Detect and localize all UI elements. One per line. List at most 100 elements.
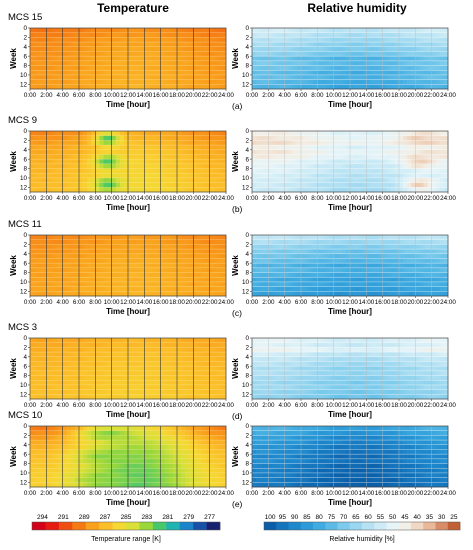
heatmap-cell: [156, 352, 161, 358]
heatmap-cell: [119, 394, 125, 400]
heatmap-cell: [403, 135, 408, 141]
heatmap-cell: [148, 384, 153, 390]
heatmap-cell: [46, 65, 51, 71]
heatmap-cell: [435, 338, 441, 343]
heatmap-cell: [74, 277, 80, 283]
heatmap-cell: [362, 131, 367, 136]
heatmap-cell: [140, 154, 145, 160]
heatmap-cell: [87, 74, 92, 80]
heatmap-cell: [217, 375, 223, 381]
heatmap-cell: [325, 182, 330, 188]
heatmap-cell: [99, 347, 104, 353]
heatmap-cell: [189, 389, 194, 395]
heatmap-cell: [358, 347, 363, 353]
heatmap-cell: [140, 131, 145, 136]
heatmap-cell: [321, 163, 326, 169]
heatmap-cell: [419, 46, 424, 52]
heatmap-cell: [386, 28, 392, 33]
heatmap-cell: [321, 249, 326, 255]
heatmap-cell: [260, 65, 265, 71]
heatmap-cell: [132, 352, 137, 358]
heatmap-cell: [123, 361, 129, 367]
heatmap-cell: [435, 84, 441, 90]
heatmap-cell: [58, 140, 63, 146]
heatmap-cell: [103, 56, 108, 62]
heatmap-cell: [46, 356, 51, 362]
heatmap-cell: [205, 182, 210, 188]
heatmap-cell: [264, 42, 269, 48]
heatmap-cell: [394, 291, 400, 297]
heatmap-cell: [128, 173, 133, 179]
heatmap-cell: [62, 249, 68, 255]
x-tick-label: 24:00: [440, 195, 456, 202]
heatmap-cell: [217, 249, 223, 255]
heatmap-cell: [79, 239, 84, 245]
heatmap-cell: [284, 135, 290, 141]
heatmap-cell: [168, 389, 174, 395]
heatmap-cell: [431, 168, 437, 174]
heatmap-cell: [341, 60, 347, 66]
heatmap-cell: [288, 258, 294, 264]
heatmap-cell: [128, 187, 133, 193]
heatmap-cell: [386, 291, 392, 297]
heatmap-cell: [378, 249, 383, 255]
heatmap-cell: [390, 267, 396, 273]
heatmap-cell: [115, 32, 121, 38]
heatmap-cell: [374, 342, 379, 348]
heatmap-cell: [34, 267, 39, 273]
heatmap-cell: [136, 79, 141, 85]
heatmap-cell: [34, 384, 39, 390]
heatmap-cell: [217, 244, 223, 250]
heatmap-cell: [321, 28, 326, 33]
heatmap-cell: [362, 145, 367, 151]
heatmap-cell: [345, 182, 351, 188]
heatmap-cell: [268, 42, 273, 48]
heatmap-cell: [423, 56, 428, 62]
heatmap-cell: [321, 56, 326, 62]
heatmap-cell: [70, 84, 76, 90]
heatmap-cell: [136, 347, 141, 353]
heatmap-cell: [217, 182, 223, 188]
heatmap-cell: [164, 51, 170, 57]
heatmap-cell: [374, 173, 379, 179]
heatmap-cell: [366, 32, 371, 38]
heatmap-cell: [284, 177, 290, 183]
heatmap-cell: [321, 79, 326, 85]
heatmap-cell: [337, 249, 343, 255]
heatmap-cell: [58, 394, 63, 400]
heatmap-cell: [83, 281, 88, 287]
heatmap-cell: [305, 177, 310, 183]
heatmap-cell: [423, 84, 428, 90]
heatmap-cell: [415, 286, 420, 292]
heatmap-cell: [83, 37, 88, 43]
heatmap-cell: [87, 239, 92, 245]
heatmap-cell: [272, 154, 277, 160]
heatmap-cell: [177, 79, 182, 85]
heatmap-cell: [160, 154, 166, 160]
heatmap-cell: [119, 154, 125, 160]
heatmap-cell: [148, 145, 153, 151]
heatmap-cell: [160, 173, 166, 179]
heatmap-cell: [431, 342, 437, 348]
heatmap-cell: [115, 384, 121, 390]
heatmap-cell: [34, 380, 39, 386]
heatmap-cell: [62, 244, 68, 250]
heatmap-cell: [354, 74, 359, 80]
heatmap-cell: [366, 149, 371, 155]
heatmap-cell: [160, 60, 166, 66]
heatmap-cell: [54, 281, 59, 287]
heatmap-cell: [189, 145, 194, 151]
x-tick-label: 4:00: [279, 299, 292, 306]
heatmap-cell: [62, 286, 68, 292]
heatmap-cell: [209, 187, 215, 193]
heatmap-cell: [201, 272, 206, 278]
heatmap-cell: [103, 84, 108, 90]
heatmap-cell: [42, 32, 47, 38]
heatmap-cell: [132, 347, 137, 353]
heatmap-cell: [193, 168, 198, 174]
heatmap-cell: [34, 187, 39, 193]
heatmap-cell: [284, 42, 290, 48]
y-tick-label: 0: [23, 232, 27, 239]
heatmap-cell: [132, 159, 137, 165]
heatmap-cell: [66, 154, 72, 160]
